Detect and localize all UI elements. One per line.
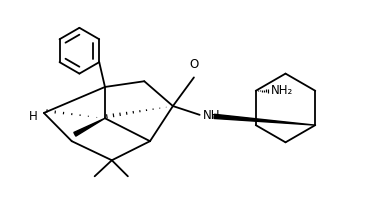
Polygon shape [214,114,315,125]
Text: O: O [189,57,199,70]
Text: NH: NH [203,109,220,122]
Text: NH₂: NH₂ [271,84,293,97]
Text: H: H [29,110,38,123]
Polygon shape [74,118,105,136]
